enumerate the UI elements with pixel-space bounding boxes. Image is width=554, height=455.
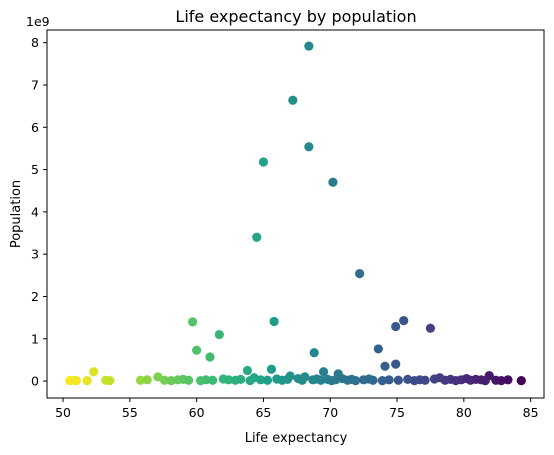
points-layer [65,41,526,386]
data-point [105,376,115,386]
chart-title: Life expectancy by population [175,7,416,26]
data-point [142,375,152,385]
data-point [192,345,202,355]
x-tick-label: 65 [255,405,271,420]
x-tick-label: 70 [322,405,338,420]
data-point [224,375,234,385]
data-point [188,317,198,327]
data-point [384,375,394,385]
x-axis-ticks: 50 55 60 65 70 75 80 85 [55,398,539,420]
data-point [377,376,387,386]
x-tick-label: 55 [122,405,138,420]
data-point [425,323,436,333]
data-point [262,375,273,385]
y-offset-label: 1e9 [26,14,50,29]
data-point [391,321,401,332]
data-point [316,375,326,385]
x-tick-label: 60 [189,405,205,420]
x-axis-label: Life expectancy [245,431,348,446]
y-tick-label: 1 [31,331,39,346]
y-tick-label: 2 [31,289,39,304]
data-point [391,359,401,369]
data-point [300,372,310,382]
data-point [393,375,403,385]
y-axis-ticks: 0 1 2 3 4 5 6 7 8 [31,35,47,389]
data-point [236,374,246,384]
data-point [82,376,92,386]
data-point [159,375,170,385]
data-point [252,232,262,242]
data-point [351,376,361,386]
data-point [480,376,490,386]
data-point [288,95,298,105]
data-point [184,375,194,385]
data-point [135,375,146,385]
data-point [373,344,383,354]
data-point [282,374,293,384]
data-point [269,316,279,327]
data-point [429,374,440,384]
y-tick-label: 5 [31,162,39,177]
data-point [166,376,176,386]
data-point [304,142,314,152]
data-point [266,364,277,374]
x-tick-label: 80 [456,405,472,420]
data-point [516,376,526,386]
data-point [328,177,338,187]
data-point [205,352,215,362]
data-point [496,376,506,386]
data-point [242,365,252,376]
y-tick-label: 8 [31,35,39,50]
y-tick-label: 0 [31,374,39,389]
data-point [355,269,365,279]
data-point [208,375,218,385]
x-tick-label: 85 [523,405,539,420]
y-tick-label: 6 [31,120,39,135]
data-point [399,315,409,326]
data-point [258,157,269,167]
data-point [71,376,81,386]
data-point [304,41,314,51]
data-point [256,375,266,385]
y-tick-label: 3 [31,247,39,262]
data-point [503,375,513,385]
y-axis-label: Population [9,180,24,248]
data-point [420,375,430,385]
data-point [89,367,99,377]
x-tick-label: 75 [389,405,405,420]
data-point [368,375,378,385]
y-tick-label: 4 [31,204,39,219]
data-point [318,367,329,377]
data-point [380,361,390,371]
data-point [214,329,224,340]
y-tick-label: 7 [31,77,39,92]
data-point [201,375,211,385]
plot-frame [46,29,545,399]
x-tick-label: 50 [55,405,71,420]
data-point [309,348,319,358]
